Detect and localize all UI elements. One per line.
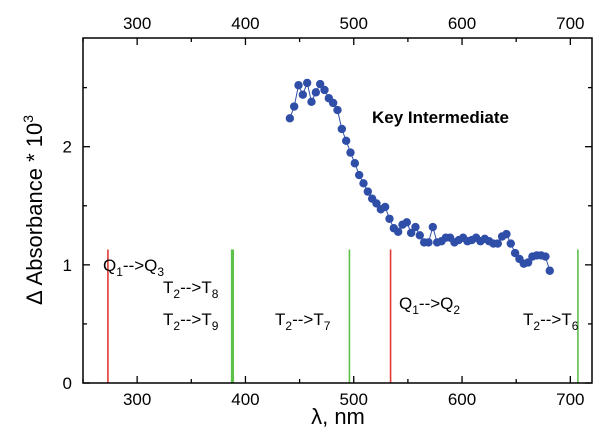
annotation-t2-t9: T2-->T9 xyxy=(163,310,219,333)
data-point xyxy=(415,231,425,240)
y-tick-label: 0 xyxy=(63,374,72,393)
data-point xyxy=(328,98,338,108)
data-point xyxy=(424,238,433,247)
data-point xyxy=(302,78,312,88)
data-point xyxy=(354,170,364,180)
x-tick-label: 600 xyxy=(448,390,476,409)
top-x-tick-label: 400 xyxy=(231,14,259,33)
annotation-q1-q3: Q1-->Q3 xyxy=(103,256,164,279)
data-point xyxy=(545,266,554,275)
data-series xyxy=(285,78,554,275)
data-point xyxy=(346,148,355,157)
x-tick-label: 500 xyxy=(340,390,368,409)
data-point xyxy=(359,179,368,188)
x-tick-label: 400 xyxy=(231,390,259,409)
annotation-t2-t6: T2-->T6 xyxy=(523,310,579,333)
data-point xyxy=(411,222,420,232)
data-point xyxy=(311,88,321,97)
data-point xyxy=(315,79,325,89)
top-x-tick-label: 300 xyxy=(123,14,151,33)
data-point xyxy=(502,229,511,239)
annotation-q1-q2: Q1-->Q2 xyxy=(399,294,460,317)
data-point xyxy=(541,252,550,261)
data-point xyxy=(406,228,416,238)
data-point xyxy=(523,258,533,267)
data-point xyxy=(393,227,403,236)
data-point xyxy=(363,187,373,196)
data-point xyxy=(341,136,351,145)
data-point xyxy=(294,81,303,90)
x-tick-label: 700 xyxy=(556,390,584,409)
top-x-tick-label: 700 xyxy=(556,14,584,33)
data-point xyxy=(385,214,394,223)
data-point xyxy=(333,105,342,115)
x-axis-title: λ, nm xyxy=(311,404,365,429)
data-point xyxy=(337,124,347,134)
data-point xyxy=(372,199,381,208)
plot-frame xyxy=(82,37,593,384)
data-point xyxy=(307,97,316,107)
axis-ticks: 300 300 400 400 500 500 600 600 700 700 0 1 2 xyxy=(63,14,592,409)
data-point xyxy=(320,85,329,95)
y-tick-label: 2 xyxy=(63,138,72,157)
data-point xyxy=(510,248,520,258)
annotation-t2-t7: T2-->T7 xyxy=(275,310,331,333)
annotation-t2-t8: T2-->T8 xyxy=(163,278,219,301)
data-point xyxy=(289,102,299,111)
data-point xyxy=(428,222,438,232)
y-axis-title: Δ Absorbance * 103 xyxy=(20,115,47,305)
data-point xyxy=(506,239,515,248)
data-point xyxy=(285,114,295,123)
series-label: Key Intermediate xyxy=(372,108,509,127)
data-point xyxy=(298,90,308,99)
data-point xyxy=(493,239,502,248)
y-tick-label: 1 xyxy=(63,256,72,275)
data-point xyxy=(402,218,412,227)
top-x-tick-label: 500 xyxy=(340,14,368,33)
top-x-tick-label: 600 xyxy=(448,14,476,33)
data-point xyxy=(380,202,390,212)
data-point xyxy=(350,159,360,168)
x-tick-label: 300 xyxy=(123,390,151,409)
transition-lines xyxy=(107,249,579,383)
